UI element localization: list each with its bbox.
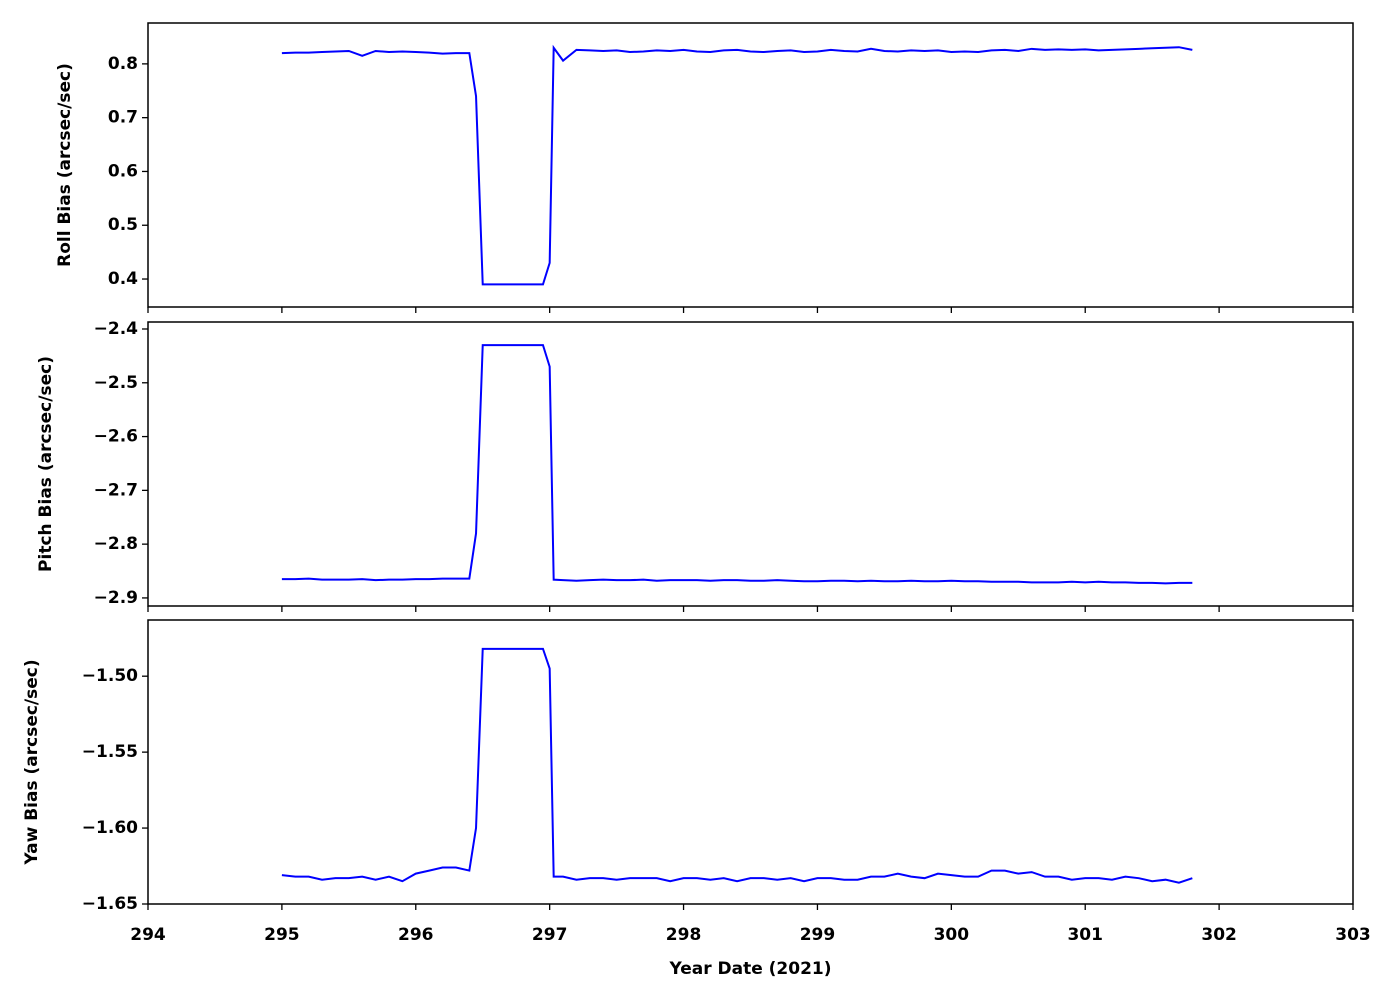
x-tick-label: 294 (130, 925, 166, 945)
x-tick-label: 300 (934, 925, 970, 945)
x-tick-label: 295 (264, 925, 300, 945)
x-tick-label: 301 (1067, 925, 1103, 945)
data-line (281, 44, 1193, 286)
x-tick-label: 303 (1335, 925, 1371, 945)
y-axis-label: Pitch Bias (arcsec/sec) (36, 356, 56, 572)
x-tick-label: 296 (398, 925, 434, 945)
x-tick-label: 302 (1201, 925, 1237, 945)
y-tick-label: −1.65 (82, 894, 138, 914)
y-tick-label: −2.8 (94, 534, 138, 554)
y-tick-label: 0.6 (108, 161, 138, 181)
x-tick-label: 297 (532, 925, 568, 945)
y-tick-label: −2.7 (94, 480, 138, 500)
x-axis-label: Year Date (2021) (668, 959, 831, 979)
x-tick-label: 298 (666, 925, 702, 945)
y-tick-label: 0.5 (108, 215, 138, 235)
y-tick-label: −2.6 (94, 427, 138, 447)
y-tick-label: −2.9 (94, 588, 138, 608)
y-tick-label: −1.60 (82, 818, 138, 838)
y-tick-label: −2.5 (94, 373, 138, 393)
y-axis-label: Roll Bias (arcsec/sec) (55, 63, 75, 267)
y-tick-label: −2.4 (94, 319, 139, 339)
y-tick-label: −1.55 (82, 742, 138, 762)
data-line (281, 344, 1193, 585)
axes-frame (147, 321, 1354, 607)
axes-frame (147, 22, 1354, 308)
data-line (281, 647, 1193, 884)
x-tick-label: 299 (800, 925, 836, 945)
y-axis-label: Yaw Bias (arcsec/sec) (22, 659, 42, 865)
axes-frame (147, 619, 1354, 905)
y-tick-label: 0.7 (108, 108, 138, 128)
y-tick-label: −1.50 (82, 666, 138, 686)
y-tick-label: 0.4 (108, 269, 138, 289)
y-tick-label: 0.8 (108, 54, 138, 74)
